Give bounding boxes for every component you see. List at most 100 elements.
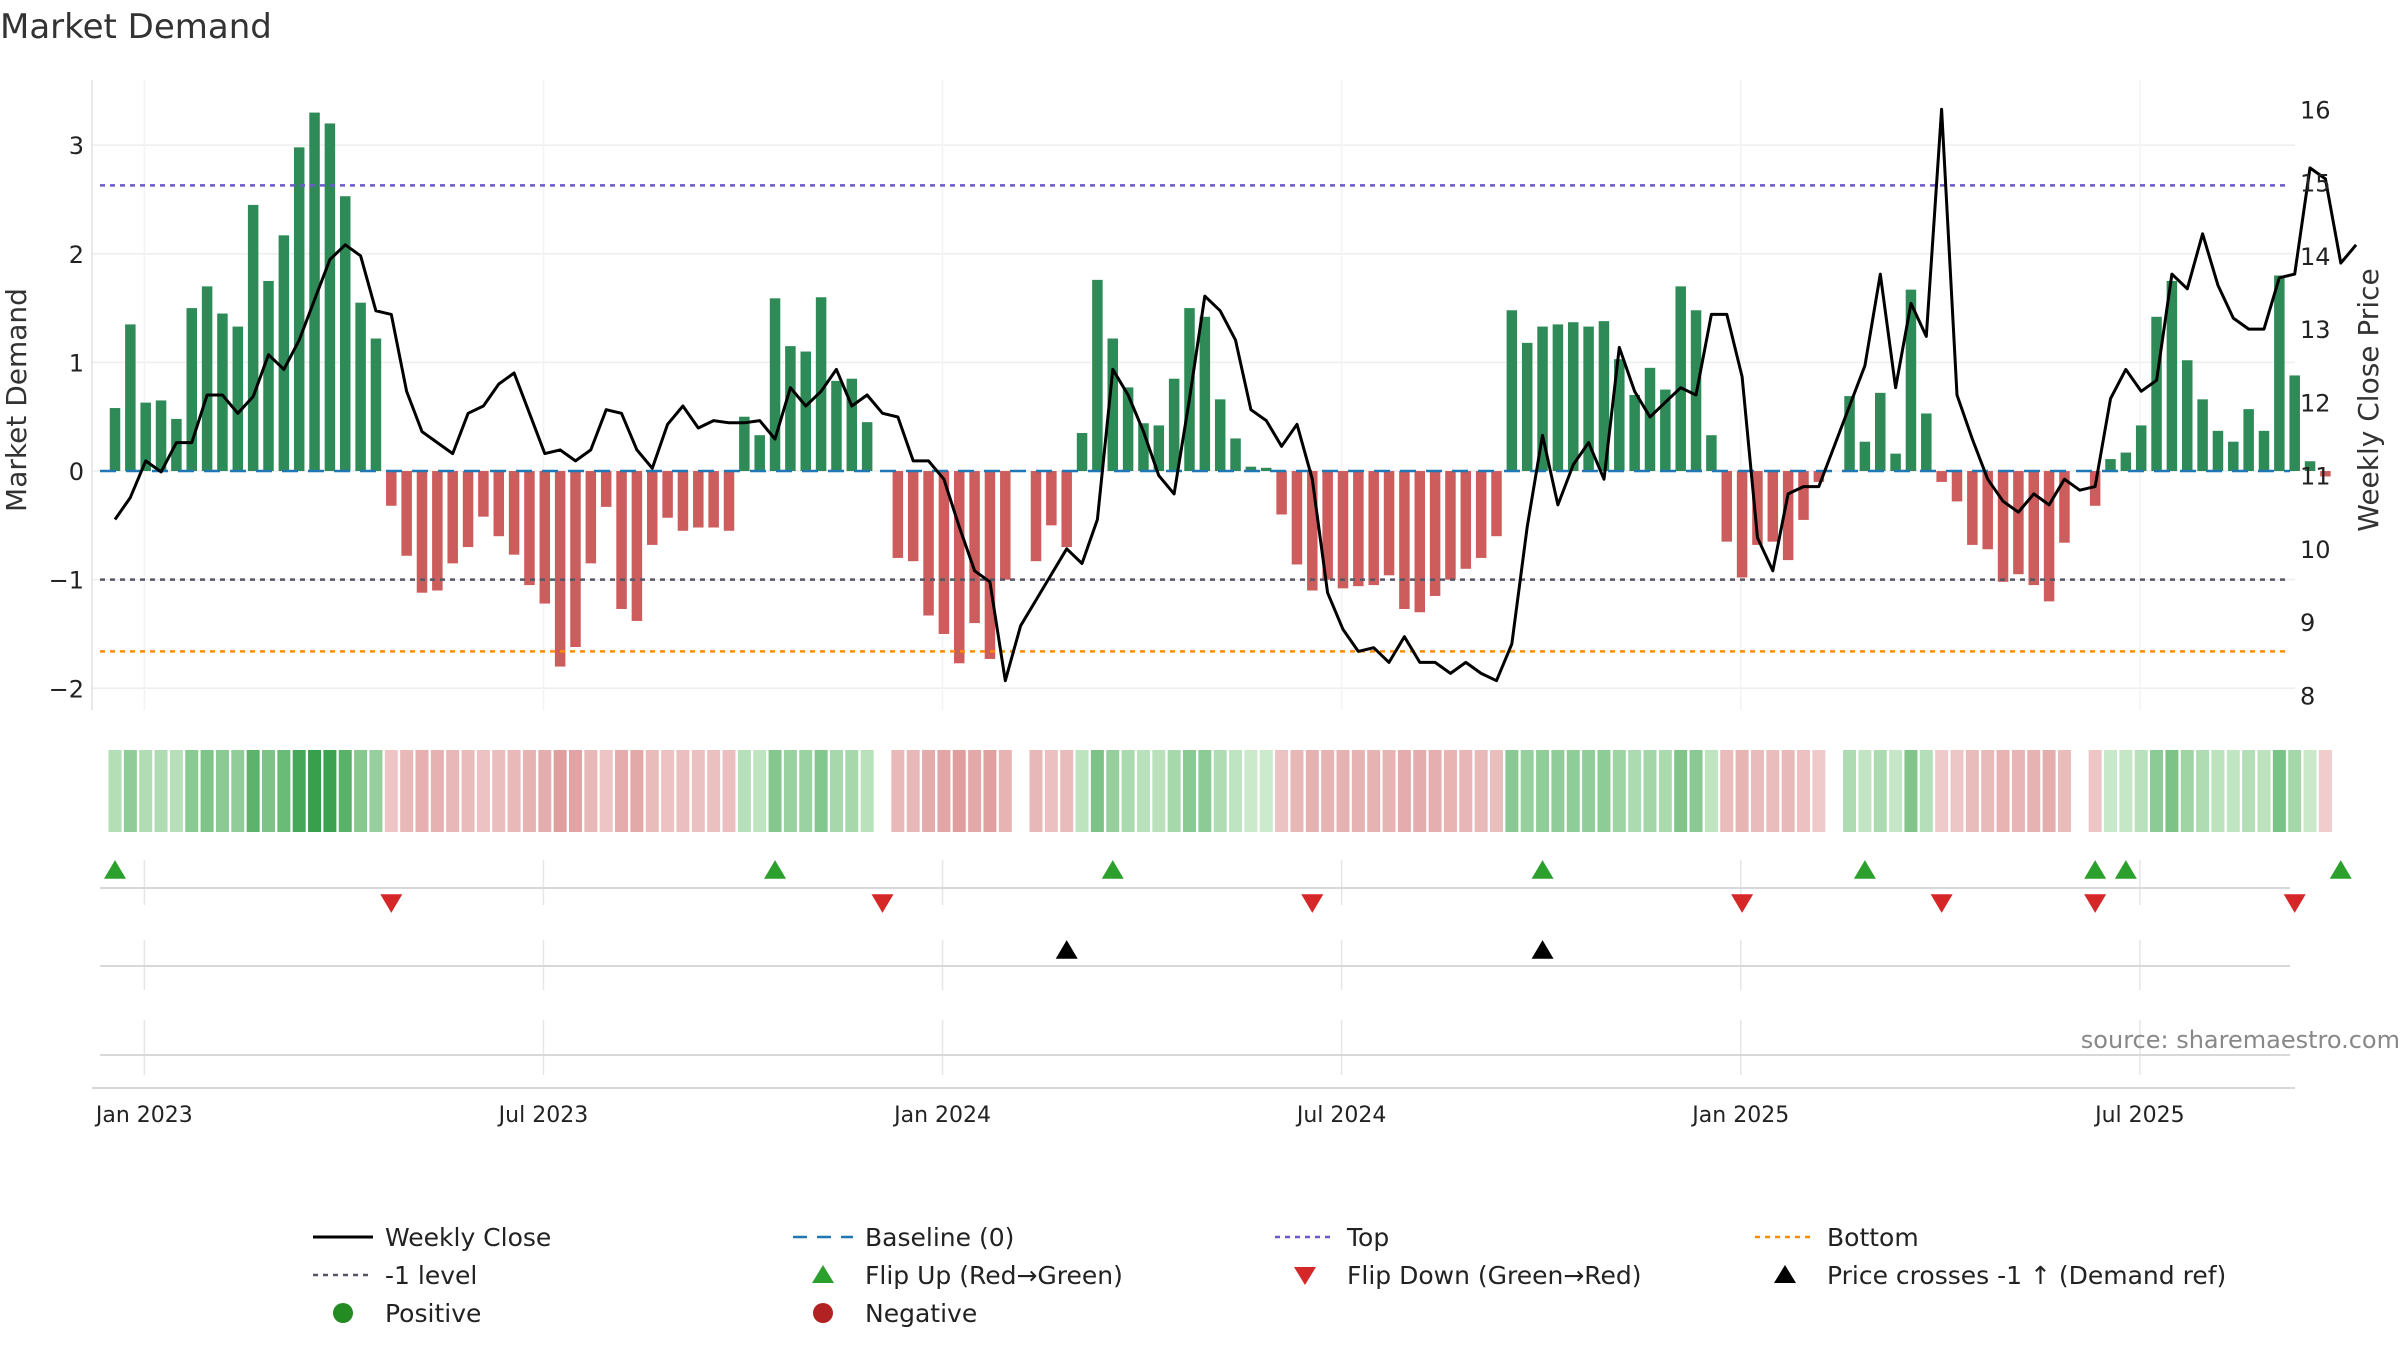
heat-cell	[1351, 750, 1365, 832]
demand-bar	[723, 471, 735, 531]
x-tick-label: Jul 2024	[1295, 1103, 1387, 1128]
demand-bar	[1122, 387, 1134, 472]
demand-bar	[493, 471, 504, 537]
heat-cell	[1075, 750, 1089, 832]
demand-bar	[1675, 286, 1686, 472]
heat-cell	[2180, 750, 2194, 832]
y2-tick-label: 16	[2300, 96, 2331, 124]
flip-down-marker	[871, 894, 894, 913]
demand-bar	[861, 422, 873, 472]
demand-bar	[1967, 471, 1978, 545]
heat-cell	[1950, 750, 1964, 832]
demand-bar	[585, 471, 597, 564]
heat-cell	[661, 750, 675, 832]
heat-cell	[1658, 750, 1672, 832]
heat-cell	[1551, 750, 1565, 832]
heat-cell	[2242, 750, 2256, 832]
y2-tick-label: 11	[2300, 463, 2331, 491]
legend-label: -1 level	[385, 1261, 477, 1290]
heat-cell	[1981, 750, 1995, 832]
heat-cell	[1152, 750, 1166, 832]
heat-cell	[1797, 750, 1810, 832]
demand-bar	[616, 471, 627, 609]
heat-cell	[1397, 750, 1411, 832]
heat-cell	[1781, 750, 1795, 832]
heat-cell	[215, 750, 229, 832]
demand-bar	[478, 471, 489, 517]
demand-bar	[1353, 471, 1364, 587]
y-tick-label: −2	[49, 675, 84, 703]
heat-cell	[2134, 750, 2148, 832]
y2-tick-label: 15	[2300, 170, 2331, 198]
heat-cell	[1904, 750, 1918, 832]
heat-cell	[2165, 750, 2179, 832]
demand-bar	[293, 147, 305, 472]
demand-bar	[2089, 471, 2101, 506]
demand-bar	[1859, 441, 1871, 472]
y-tick-label: 2	[69, 241, 84, 269]
heat-cell	[308, 750, 322, 832]
demand-bar	[708, 471, 719, 528]
heat-cell	[676, 750, 690, 832]
flip-up-marker	[2329, 860, 2352, 879]
flip-up-marker	[2084, 860, 2107, 879]
heat-cell	[1612, 750, 1626, 832]
heat-cell	[123, 750, 137, 832]
heat-cell	[1044, 750, 1058, 832]
demand-bar	[2320, 471, 2331, 477]
heat-cell	[1259, 750, 1273, 832]
heat-cell	[2257, 750, 2271, 832]
demand-bar	[831, 380, 842, 472]
heat-cell	[2088, 750, 2102, 832]
heat-cell	[2272, 750, 2286, 832]
demand-bar	[570, 471, 581, 647]
demand-bar	[984, 471, 996, 659]
heat-cell	[1305, 750, 1319, 832]
heat-cell	[185, 750, 199, 832]
heat-cell	[507, 750, 521, 832]
heat-cell	[1812, 750, 1826, 832]
legend-item: Flip Up (Red→Green)	[812, 1261, 1123, 1290]
demand-bar	[201, 286, 213, 472]
demand-bar	[2197, 399, 2208, 472]
demand-bar	[1736, 471, 1748, 578]
heat-cell	[1213, 750, 1227, 832]
demand-bar	[1568, 322, 1579, 472]
heat-cell	[968, 750, 982, 832]
heat-cell	[1336, 750, 1350, 832]
heat-cell	[1766, 750, 1780, 832]
demand-bar	[1875, 392, 1886, 472]
heat-cell	[1136, 750, 1150, 832]
demand-bar	[1798, 471, 1809, 520]
demand-bar	[1414, 471, 1425, 613]
demand-bar	[2274, 275, 2285, 472]
heat-cell	[1858, 750, 1872, 832]
y-axis-label: Market Demand	[0, 288, 33, 512]
x-tick-label: Jul 2023	[497, 1103, 589, 1128]
demand-bars	[109, 112, 2331, 667]
heat-cell	[1597, 750, 1611, 832]
legend-item: Negative	[813, 1299, 977, 1328]
demand-bar	[2258, 430, 2270, 472]
demand-bar	[554, 471, 566, 667]
flip-down-marker	[380, 894, 403, 913]
heat-cell	[2011, 750, 2025, 832]
demand-bar	[1322, 471, 1333, 580]
heat-cell	[384, 750, 398, 832]
demand-bar	[1030, 471, 1042, 562]
demand-bar	[401, 471, 412, 556]
x-tick-label: Jan 2023	[94, 1103, 193, 1128]
legend: Weekly Close Baseline (0) Top Bottom -1 leve…	[313, 1223, 2226, 1328]
price-line-layer	[113, 107, 2358, 683]
heat-cell	[799, 750, 813, 832]
demand-bar	[508, 471, 520, 555]
demand-bar	[416, 471, 428, 593]
legend-label: Negative	[865, 1299, 977, 1328]
heat-cell	[1843, 750, 1857, 832]
demand-bar	[370, 338, 382, 472]
heat-cell	[538, 750, 552, 832]
heat-cell	[1935, 750, 1949, 832]
heat-cell	[845, 750, 859, 832]
demand-bar	[1445, 471, 1456, 580]
